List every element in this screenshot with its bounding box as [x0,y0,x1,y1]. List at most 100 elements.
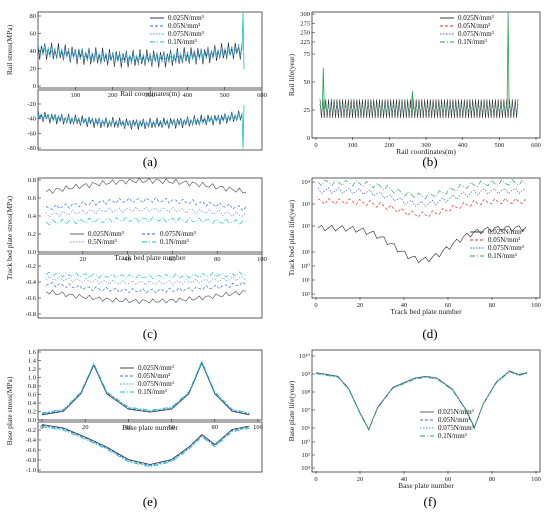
x-tick-label-c-3: 80 [214,256,221,263]
legend-label-f-2: 0.075N/mm³ [438,424,474,432]
x-tick-label-e-3: 60 [168,424,175,431]
y-tick-label-f-u-2: 10⁸ [301,389,311,396]
y-tick-label-f-u-3: 10⁷ [301,407,310,414]
x-tick-label-f-0: 0 [314,476,317,483]
spike-b-1 [411,91,414,109]
x-tick-label-f-1: 20 [357,476,364,483]
series-c-upper-1 [45,196,247,212]
y-tick-label-d-l-1: 10⁰ [301,263,311,270]
plot-frame-d [311,177,541,299]
plot-frame-c-lower [37,253,263,319]
x-tick-label-e-5: 100 [253,424,263,431]
y-tick-label-c-u-3: 0.2 [28,231,36,238]
y-tick-label-b-u-3: 225 [300,39,310,46]
x-tick-label-d-2: 40 [401,302,408,309]
legend-label-b-3: 0.1N/mm³ [458,38,487,46]
y-tick-label-e-u-4: 0.8 [28,383,36,390]
x-tick-label-d-4: 80 [489,302,496,309]
y-tick-label-c-l-0: -0.2 [26,263,36,270]
series-f-2 [315,371,528,431]
spike-a-lower [241,104,245,149]
series-e-lower-3 [41,426,250,468]
legend-label-b-1: 0.05N/mm³ [458,22,490,30]
x-tick-label-a-3: 400 [182,92,192,99]
y-tick-label-a-u-2: 40 [30,48,37,55]
series-b-0 [319,99,519,119]
y-tick-label-b-u-1: 275 [300,20,310,27]
y-tick-label-a-u-3: 20 [30,66,37,73]
legend-label-e-2: 0.075N/mm³ [138,380,174,388]
legend-label-b-2: 0.075N/mm³ [458,30,494,38]
y-tick-label-c-l-3: -0.8 [26,311,36,318]
series-f-1 [315,370,528,431]
y-tick-label-c-u-4: 0.0 [28,249,36,256]
plot-frame-c-upper [37,177,263,253]
series-e-lower-1 [41,424,250,466]
x-tick-label-f-4: 80 [489,476,496,483]
y-tick-label-e-l-2: -0.6 [26,447,37,454]
x-tick-label-b-2: 200 [384,142,394,149]
series-c-lower-0 [45,289,247,305]
y-tick-label-e-l-1: -0.4 [26,437,37,444]
legend-label-f-1: 0.05N/mm³ [438,416,470,424]
spike-a-upper [241,11,245,70]
legend-label-e-1: 0.05N/mm³ [138,372,170,380]
y-tick-label-b-u-2: 250 [300,30,310,37]
x-tick-label-f-2: 40 [401,476,408,483]
y-tick-label-e-l-0: -0.2 [26,427,36,434]
legend-label-d-1: 0.05N/mm³ [488,236,520,244]
legend-label-b-0: 0.025N/mm³ [458,14,494,22]
x-tick-label-e-4: 80 [212,424,219,431]
legend-label-d-2: 0.075N/mm³ [488,244,524,252]
ylabel-f: Base plate life(year) [287,380,296,441]
x-tick-label-b-4: 400 [458,142,468,149]
y-tick-label-e-u-1: 1.4 [28,358,37,365]
series-e-upper-2 [41,360,250,414]
panel-label-a: (a) [143,154,157,169]
x-tick-label-b-6: 600 [531,142,541,149]
legend-label-c-3: 0.1N/mm³ [160,238,189,246]
y-tick-label-b-l-1: 50 [304,79,311,86]
x-tick-label-c-0: 20 [80,256,87,263]
x-tick-label-d-5: 100 [531,302,541,309]
legend-label-c-0: 0.025N/mm³ [88,230,124,238]
series-c-upper-3 [45,216,247,226]
y-tick-label-b-l-0: 75 [304,51,311,58]
series-a-lower-2 [37,111,243,129]
legend-label-a-3: 0.1N/mm³ [168,38,197,46]
ylabel-a: Rail stress(MPa) [5,24,14,75]
x-tick-label-c-4: 100 [257,256,267,263]
x-tick-label-a-0: 100 [70,92,80,99]
y-tick-label-c-u-0: 0.8 [28,177,36,184]
y-tick-label-e-l-4: -1.0 [26,467,36,474]
series-e-upper-3 [41,360,250,414]
x-tick-label-c-1: 40 [124,256,131,263]
panel-label-e: (e) [143,494,157,509]
ylabel-c: Track bed plate stress(MPa) [5,195,14,280]
y-tick-label-d-l-3: 10² [302,291,311,298]
x-tick-label-f-3: 60 [445,476,452,483]
y-tick-label-f-u-0: 10¹⁰ [299,353,310,360]
x-tick-label-e-1: 20 [82,424,89,431]
series-f-3 [315,371,528,432]
x-tick-label-b-3: 300 [421,142,431,149]
series-d-3 [317,179,527,200]
series-c-upper-2 [45,206,247,218]
legend-label-a-0: 0.025N/mm³ [168,14,204,22]
series-a-lower-1 [37,111,243,129]
spike-b-0 [321,67,325,109]
xlabel-c: Track bed plate number [114,253,186,262]
x-tick-label-a-4: 500 [220,92,230,99]
x-tick-label-f-5: 100 [531,476,541,483]
y-tick-label-e-u-7: 0.2 [28,409,36,416]
y-tick-label-c-l-2: -0.6 [26,295,37,302]
legend-label-e-3: 0.1N/mm³ [138,388,167,396]
y-tick-label-e-u-2: 1.2 [28,366,36,373]
x-tick-label-d-1: 20 [357,302,364,309]
y-tick-label-e-l-3: -0.8 [26,457,36,464]
y-tick-label-f-u-4: 10⁶ [301,425,310,432]
y-tick-label-a-u-0: 80 [30,13,37,20]
xlabel-a: Rail coordinates(m) [120,89,180,98]
legend-label-d-3: 0.1N/mm³ [488,252,517,260]
y-tick-label-f-u-1: 10⁹ [301,371,311,378]
